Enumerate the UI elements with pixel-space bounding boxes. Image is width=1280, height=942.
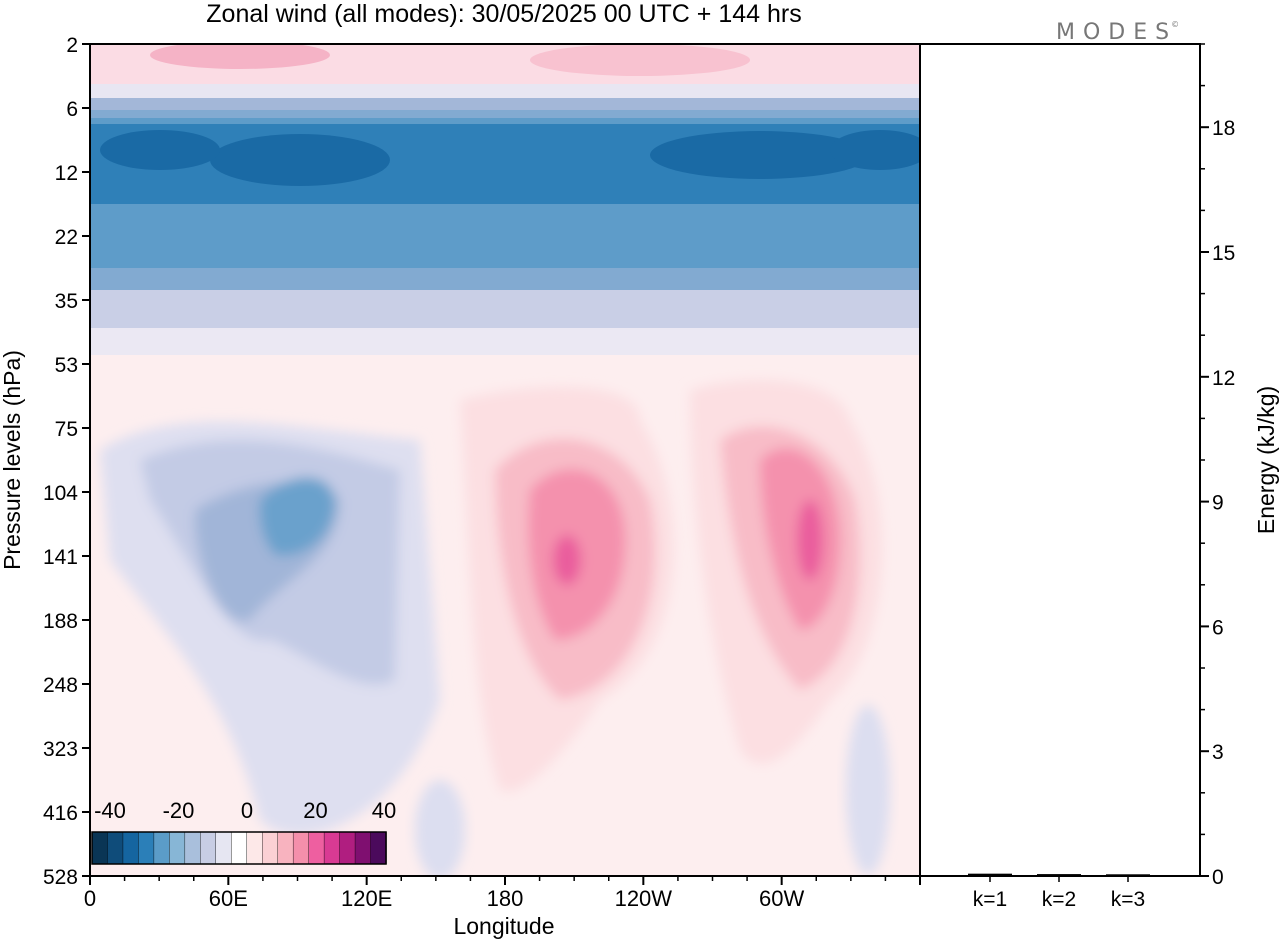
westerly-core-70w — [690, 380, 883, 764]
colorbar-swatch — [323, 831, 341, 865]
colorbar-labels: -40 -20 0 20 40 — [94, 798, 396, 823]
easterly-region — [100, 421, 440, 835]
energy-x-ticks: k=1 k=2 k=3 — [973, 876, 1145, 911]
energy-bar — [968, 873, 1012, 876]
colorbar-tick-label: -40 — [94, 798, 126, 823]
energy-bar — [1106, 874, 1150, 876]
y-axis-ticks: 2 6 12 22 35 53 75 104 141 188 248 323 416 528 — [43, 34, 90, 889]
contour-field — [90, 44, 920, 876]
colorbar-swatch — [354, 831, 372, 865]
colorbar-swatch — [277, 831, 294, 865]
y-tick-label: 22 — [55, 226, 78, 249]
energy-y-tick-label: 15 — [1212, 242, 1235, 265]
colorbar-swatches — [91, 831, 387, 865]
colorbar-tick-label: 20 — [303, 798, 327, 823]
energy-x-tick-label: k=1 — [973, 888, 1007, 911]
y-tick-label: 323 — [43, 738, 78, 761]
contour-easterly-5c — [100, 130, 220, 170]
y-tick-label: 6 — [66, 98, 78, 121]
modes-logo-text: MODES — [1056, 20, 1178, 45]
colorbar-swatch — [122, 831, 140, 865]
x-axis-label: Longitude — [453, 913, 554, 939]
colorbar-swatch — [153, 831, 171, 865]
energy-x-tick-label: k=2 — [1042, 888, 1076, 911]
y-tick-label: 416 — [43, 802, 78, 825]
energy-x-tick-label: k=3 — [1111, 888, 1145, 911]
lower-easterly-patch-2 — [415, 780, 465, 876]
westerly-core-160w — [460, 386, 674, 792]
x-tick-label: 180 — [487, 886, 524, 911]
colorbar-swatch — [91, 831, 109, 865]
energy-y-tick-label: 12 — [1212, 367, 1235, 390]
colorbar-swatch — [169, 831, 186, 865]
y-tick-label: 104 — [43, 482, 78, 505]
contour-top-westerly-core — [150, 44, 330, 69]
colorbar-swatch — [138, 831, 155, 865]
colorbar-swatch — [200, 831, 217, 865]
x-tick-label: 60W — [759, 886, 804, 911]
y-tick-label: 528 — [43, 866, 78, 889]
colorbar-swatch — [184, 831, 202, 865]
colorbar-frame — [91, 831, 387, 865]
x-axis-ticks: 0 60E 120E 180 120W 60W — [84, 876, 921, 911]
y-tick-label: 141 — [43, 546, 78, 569]
contour-lower-transition — [90, 328, 920, 358]
colorbar-tick-label: 0 — [241, 798, 253, 823]
chart-title: Zonal wind (all modes): 30/05/2025 00 UT… — [206, 0, 801, 28]
colorbar-swatch — [308, 831, 325, 865]
colorbar-swatch — [107, 831, 124, 865]
colorbar-swatch — [215, 831, 232, 865]
energy-bar — [1037, 874, 1081, 876]
energy-y-ticks: 0 3 6 9 12 15 18 — [1200, 43, 1235, 889]
contour-top-westerly-core-2 — [530, 44, 750, 76]
energy-bars — [968, 873, 1150, 876]
colorbar-swatch — [262, 831, 279, 865]
colorbar-swatch — [292, 831, 310, 865]
colorbar-swatch — [370, 831, 387, 865]
colorbar-tick-label: 40 — [372, 798, 396, 823]
energy-y-tick-label: 18 — [1212, 117, 1235, 140]
colorbar-swatch — [231, 831, 248, 865]
x-tick-label: 60E — [209, 886, 248, 911]
logo-mark: © — [1171, 20, 1180, 29]
colorbar-swatch — [339, 831, 356, 865]
y-tick-label: 75 — [55, 418, 78, 441]
y-tick-label: 35 — [55, 290, 78, 313]
lower-easterly-patch — [846, 705, 890, 875]
y-tick-label: 12 — [55, 162, 78, 185]
energy-y-tick-label: 3 — [1212, 741, 1224, 764]
energy-y-tick-label: 6 — [1212, 616, 1224, 639]
modes-logo: MODES© — [1056, 20, 1179, 45]
colorbar-tick-label: -20 — [163, 798, 195, 823]
x-tick-label: 0 — [84, 886, 96, 911]
energy-axis-label: Energy (kJ/kg) — [1253, 386, 1279, 534]
colorbar: -40 -20 0 20 40 — [91, 798, 396, 865]
energy-panel: 0 3 6 9 12 15 18 k=1 k=2 k=3 Energy (kJ/kg) — [919, 43, 1279, 911]
contour-easterly-5d — [830, 130, 920, 170]
contour-easterly-5a — [210, 134, 390, 186]
contour-easterly-lower — [90, 290, 920, 330]
y-tick-label: 248 — [43, 674, 78, 697]
y-tick-label: 53 — [55, 354, 78, 377]
y-axis-label: Pressure levels (hPa) — [0, 350, 25, 570]
colorbar-swatch — [246, 831, 263, 865]
energy-y-tick-label: 9 — [1212, 492, 1224, 515]
contour-easterly-5b — [650, 131, 870, 179]
x-tick-label: 120E — [341, 886, 392, 911]
energy-panel-frame — [919, 43, 1201, 877]
y-tick-label: 2 — [66, 34, 78, 57]
heatmap-plot — [89, 43, 921, 877]
energy-y-tick-label: 0 — [1212, 866, 1224, 889]
y-tick-label: 188 — [43, 610, 78, 633]
x-tick-label: 120W — [615, 886, 673, 911]
